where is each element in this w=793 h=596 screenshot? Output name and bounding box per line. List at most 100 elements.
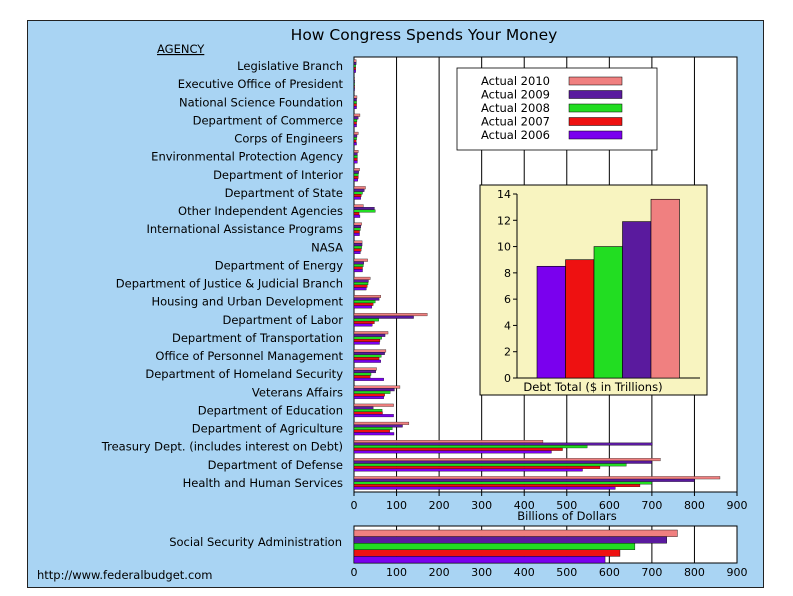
main-bar [353, 67, 356, 71]
inset-bar [565, 259, 595, 379]
legend-box [456, 67, 658, 151]
main-bar [353, 421, 410, 425]
ss-tick-label: 800 [684, 566, 705, 579]
main-bar [353, 142, 357, 146]
main-bar [353, 222, 362, 226]
inset-tick-label: 10 [497, 241, 511, 254]
x-axis-label: Billions of Dollars [517, 509, 616, 523]
main-bar [353, 372, 372, 376]
main-bar [353, 331, 389, 335]
main-tick-label: 700 [641, 499, 662, 512]
inset-bar [650, 198, 680, 379]
main-bar [353, 98, 357, 102]
main-bar [353, 354, 382, 358]
ss-bar [353, 543, 636, 551]
agency-label: Department of Commerce [193, 113, 343, 127]
agency-label: Department of Defense [208, 458, 343, 472]
main-bar [353, 411, 383, 415]
main-bar [353, 77, 355, 81]
main-bar [353, 137, 357, 141]
agency-label: Veterans Affairs [252, 385, 343, 399]
main-bar [353, 160, 358, 164]
main-bar [353, 468, 583, 472]
agency-label: Department of Homeland Security [145, 367, 343, 381]
ss-tick-label: 0 [351, 566, 358, 579]
ss-tick-label: 600 [599, 566, 620, 579]
main-bar [353, 370, 376, 374]
main-bar [353, 349, 387, 353]
agency-label: Department of Labor [222, 313, 343, 327]
main-bar [353, 245, 362, 249]
main-bar [353, 204, 364, 208]
main-bar [353, 227, 361, 231]
main-bar [353, 188, 365, 192]
main-bar [353, 116, 359, 120]
main-bar [353, 243, 363, 247]
ss-tick-label: 700 [641, 566, 662, 579]
main-bar [353, 248, 362, 252]
legend-swatch [568, 117, 623, 126]
main-bar [353, 209, 376, 213]
ss-tick-label: 300 [471, 566, 492, 579]
main-tick-label: 300 [471, 499, 492, 512]
main-bar [353, 359, 381, 363]
main-bar [353, 121, 357, 125]
main-bar [353, 279, 369, 283]
agency-label: Housing and Urban Development [151, 295, 343, 309]
main-bar [353, 194, 362, 197]
footer-url[interactable]: http://www.federalbudget.com [37, 568, 213, 582]
chart-title: How Congress Spends Your Money [291, 26, 558, 44]
main-bar [353, 261, 364, 265]
main-bar [353, 157, 358, 161]
main-bar [353, 305, 373, 309]
agency-label: Environmental Protection Agency [151, 150, 343, 164]
main-bar [353, 450, 552, 454]
main-bar [353, 103, 357, 107]
main-bar [353, 432, 395, 436]
inset-tick-label: 6 [504, 293, 511, 306]
main-bar [353, 150, 359, 153]
main-bar [353, 484, 641, 487]
main-bar [353, 458, 661, 462]
main-tick-label: 100 [386, 499, 407, 512]
main-bar [353, 106, 357, 109]
agency-header: AGENCY [157, 42, 205, 56]
main-bar [353, 124, 357, 128]
inset-tick-label: 2 [504, 346, 511, 359]
main-tick-label: 900 [727, 499, 748, 512]
agency-label: NASA [311, 240, 343, 254]
inset-tick-label: 12 [497, 214, 511, 227]
main-bar [353, 225, 361, 229]
main-bar [353, 357, 380, 361]
main-bar [353, 82, 355, 86]
main-bar [353, 429, 390, 433]
main-bar [353, 131, 359, 135]
main-bar [353, 175, 359, 179]
main-bar [353, 62, 357, 65]
main-bar [353, 134, 358, 138]
main-bar [353, 406, 374, 410]
ss-bar [353, 549, 621, 557]
agency-label: Department of State [225, 186, 343, 200]
main-bar [353, 284, 368, 288]
inset-tick-label: 4 [504, 319, 511, 332]
legend-label: Actual 2006 [481, 128, 550, 142]
main-bar [353, 173, 359, 177]
main-bar [353, 258, 368, 262]
main-bar [353, 336, 382, 340]
main-bar [353, 240, 363, 244]
main-tick-label: 200 [429, 499, 450, 512]
main-bar [353, 139, 357, 143]
main-bar [353, 212, 360, 216]
legend-swatch [568, 103, 623, 113]
main-bar [353, 460, 653, 464]
main-bar [353, 118, 358, 122]
debt-inset-chart: 0 2 4 6 8 10 12 14 Debt Total ($ in Trillions) [479, 184, 708, 396]
main-bar [353, 414, 394, 418]
inset-bar [536, 265, 566, 379]
main-bar [353, 315, 414, 319]
main-bar [353, 297, 380, 301]
legend-swatch [568, 130, 623, 140]
